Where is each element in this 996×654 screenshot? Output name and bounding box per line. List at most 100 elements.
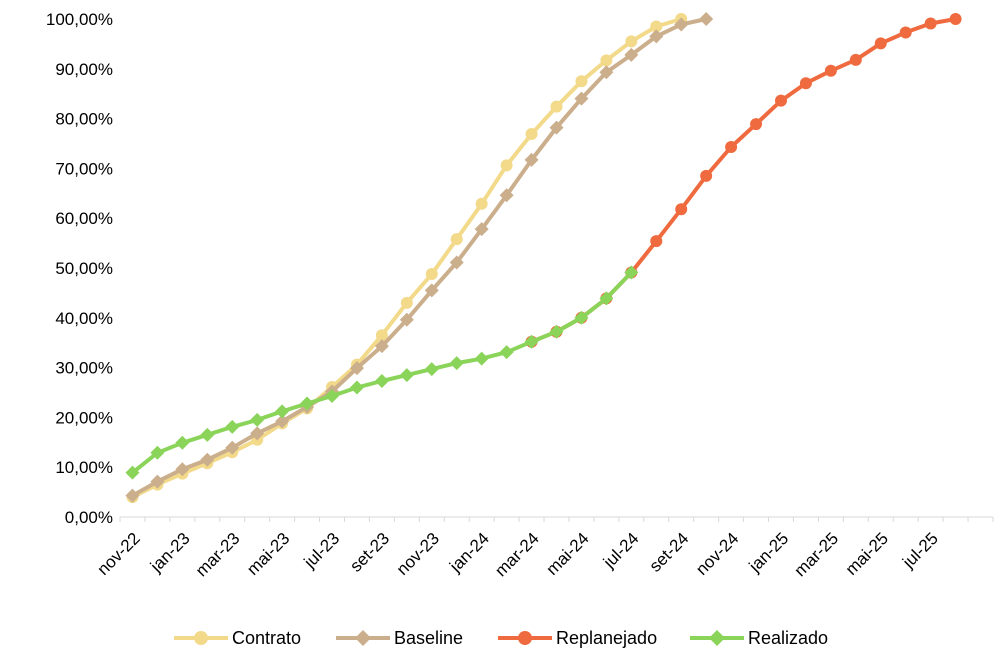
data-point xyxy=(575,75,588,88)
data-point xyxy=(474,222,489,237)
data-point xyxy=(225,419,240,434)
data-point xyxy=(175,435,190,450)
data-point xyxy=(650,20,663,33)
data-point xyxy=(518,631,532,645)
series-baseline xyxy=(125,12,714,503)
data-point xyxy=(125,465,140,480)
legend-label: Baseline xyxy=(394,628,463,648)
data-point xyxy=(725,140,738,153)
y-tick-label: 30,00% xyxy=(55,359,113,378)
data-point xyxy=(550,100,563,113)
data-point xyxy=(499,188,514,203)
legend-item-contrato: Contrato xyxy=(174,628,301,648)
x-tick-label: jul-23 xyxy=(300,529,344,573)
x-tick-label: nov-24 xyxy=(692,529,742,579)
data-point xyxy=(525,128,538,141)
data-point xyxy=(899,26,912,39)
data-point xyxy=(524,152,539,167)
legend-label: Contrato xyxy=(232,628,301,648)
data-point xyxy=(399,368,414,383)
data-point xyxy=(150,474,165,489)
data-point xyxy=(949,13,962,25)
data-point xyxy=(599,65,614,80)
data-point xyxy=(374,374,389,389)
data-point xyxy=(624,47,639,62)
legend-item-replanejado: Replanejado xyxy=(498,628,657,648)
data-point xyxy=(449,356,464,371)
x-tick-label: mar-23 xyxy=(192,529,244,581)
series-line xyxy=(131,17,682,499)
data-point xyxy=(675,203,688,216)
legend: Contrato Baseline Replanejado Realizado xyxy=(174,628,828,648)
data-point xyxy=(709,630,725,646)
y-tick-label: 60,00% xyxy=(55,209,113,228)
x-tick-label: set-24 xyxy=(646,529,693,576)
data-point xyxy=(699,12,714,26)
x-tick-label: mar-24 xyxy=(491,529,543,581)
y-tick-label: 40,00% xyxy=(55,309,113,328)
data-point xyxy=(799,77,812,90)
data-point xyxy=(200,452,215,467)
data-point xyxy=(250,412,265,427)
data-point xyxy=(924,17,937,30)
data-point xyxy=(424,283,439,298)
y-tick-label: 10,00% xyxy=(55,458,113,477)
data-point xyxy=(574,91,589,106)
data-point xyxy=(700,169,713,182)
data-point xyxy=(600,54,613,67)
data-point xyxy=(194,631,208,645)
y-tick-label: 20,00% xyxy=(55,408,113,427)
data-point xyxy=(774,94,787,107)
axes: 0,00% 10,00% 20,00% 30,00% 40,00% 50,00% 60,00… xyxy=(46,10,994,581)
data-point xyxy=(874,37,887,50)
y-tick-label: 90,00% xyxy=(55,60,113,79)
y-tick-label: 70,00% xyxy=(55,159,113,178)
x-tick-label: jul-25 xyxy=(898,529,942,573)
data-point xyxy=(475,197,488,210)
data-point xyxy=(225,440,240,455)
data-point xyxy=(374,339,389,354)
data-point xyxy=(250,426,265,441)
x-tick-label: mar-25 xyxy=(791,529,843,581)
data-point xyxy=(474,351,489,366)
data-point xyxy=(549,120,564,135)
data-point xyxy=(275,414,290,429)
x-tick-label: jan-24 xyxy=(445,529,493,577)
y-tick-label: 50,00% xyxy=(55,259,113,278)
data-point xyxy=(849,53,862,66)
legend-label: Realizado xyxy=(748,628,828,648)
data-point xyxy=(200,427,215,442)
x-tick-label: set-23 xyxy=(346,529,393,576)
data-point xyxy=(450,233,463,246)
y-tick-label: 0,00% xyxy=(65,508,113,527)
x-tick-label: mai-25 xyxy=(842,529,892,579)
data-point xyxy=(375,329,388,342)
data-point xyxy=(349,380,364,395)
y-tick-label: 100,00% xyxy=(46,10,113,29)
data-point xyxy=(674,17,689,32)
data-point xyxy=(150,445,165,460)
data-point xyxy=(625,35,638,48)
data-point xyxy=(400,296,413,309)
series-line xyxy=(131,17,707,498)
data-point xyxy=(275,404,290,419)
series-replanejado xyxy=(525,13,962,348)
data-point xyxy=(650,235,663,248)
data-point xyxy=(300,396,315,411)
series-layer xyxy=(125,12,962,504)
x-tick-label: jul-24 xyxy=(599,529,643,573)
series-line xyxy=(131,271,633,475)
data-point xyxy=(125,488,140,503)
data-point xyxy=(499,345,514,360)
legend-item-realizado: Realizado xyxy=(690,628,828,648)
data-point xyxy=(824,64,837,77)
data-point xyxy=(425,267,438,280)
x-tick-label: nov-23 xyxy=(393,529,443,579)
data-point xyxy=(624,265,639,280)
data-point xyxy=(399,312,414,327)
series-contrato xyxy=(126,13,688,504)
data-point xyxy=(524,334,539,349)
x-tick-label: nov-22 xyxy=(94,529,144,579)
